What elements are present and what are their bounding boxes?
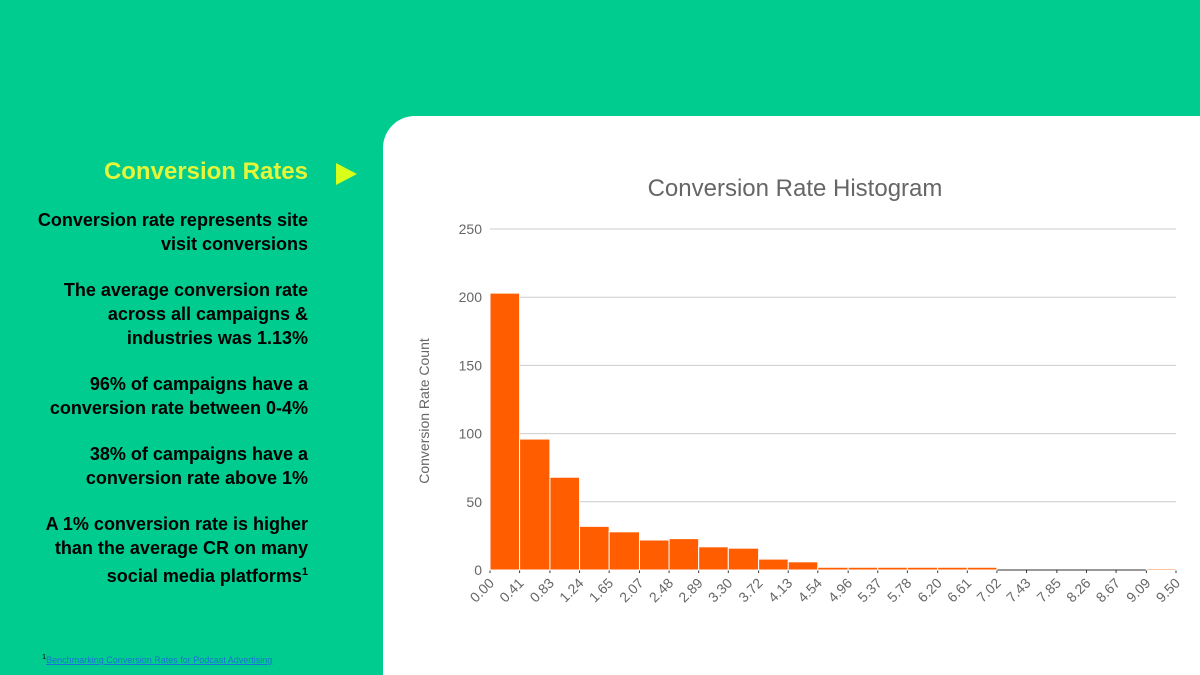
chart-title: Conversion Rate Histogram (648, 175, 943, 202)
paragraph: A 1% conversion rate is higher than the … (30, 512, 308, 588)
footnote-ref: 1 (301, 566, 308, 578)
y-tick-label: 150 (459, 357, 483, 373)
bar (937, 566, 968, 571)
bar (579, 525, 610, 571)
x-tick-label: 8.67 (1093, 575, 1124, 606)
bar (817, 566, 849, 571)
y-tick-label: 200 (459, 289, 483, 305)
x-tick-label: 3.30 (705, 575, 736, 606)
bar (519, 438, 551, 571)
x-tick-label: 0.83 (526, 575, 557, 606)
bar (906, 566, 939, 571)
x-tick-label: 6.61 (944, 575, 975, 606)
paragraph: Conversion rate represents site visit co… (37, 210, 308, 254)
x-tick-label: 9.09 (1123, 575, 1154, 606)
x-tick-label: 0.41 (496, 575, 527, 606)
bar (698, 546, 729, 571)
arrow-icon (336, 163, 357, 185)
y-tick-label: 50 (466, 494, 482, 510)
x-tick-label: 4.54 (794, 575, 825, 606)
paragraph: The average conversion rate across all c… (63, 280, 308, 348)
bar (489, 292, 521, 571)
bar (966, 566, 998, 571)
bar (787, 561, 819, 571)
bar (1145, 568, 1177, 571)
x-tick-label: 2.48 (646, 575, 677, 606)
x-tick-label: 2.89 (675, 575, 706, 606)
bar (668, 538, 700, 571)
x-tick-label: 3.72 (735, 575, 766, 606)
x-tick-label: 9.50 (1153, 575, 1184, 606)
bar (608, 531, 640, 571)
x-tick-label: 8.26 (1063, 575, 1094, 606)
x-tick-label: 0.00 (467, 575, 498, 606)
y-axis-title: Conversion Rate Count (416, 338, 432, 484)
bar (638, 539, 670, 571)
bar (877, 566, 908, 571)
x-tick-label: 6.20 (914, 575, 945, 606)
footnote-link[interactable]: Benchmarking Conversion Rates for Podcas… (46, 655, 273, 665)
x-tick-label: 4.96 (825, 575, 856, 606)
bar (549, 476, 581, 571)
bar (758, 558, 789, 571)
footnote-marker: 1 (42, 652, 47, 661)
paragraph: 96% of campaigns have a conversion rate … (49, 374, 308, 418)
bar (727, 547, 760, 571)
x-tick-label: 4.13 (765, 575, 796, 606)
y-tick-label: 100 (459, 426, 483, 442)
y-tick-label: 250 (459, 221, 483, 237)
x-tick-label: 1.65 (586, 575, 617, 606)
x-tick-label: 7.85 (1033, 575, 1064, 606)
x-tick-label: 2.07 (616, 575, 647, 606)
x-tick-label: 7.02 (973, 575, 1004, 606)
x-tick-label: 5.37 (854, 575, 885, 606)
footnote: 1Benchmarking Conversion Rates for Podca… (42, 652, 272, 665)
paragraph: 38% of campaigns have a conversion rate … (85, 444, 308, 488)
x-tick-label: 7.43 (1003, 575, 1034, 606)
bar (847, 566, 879, 571)
y-tick-label: 0 (474, 562, 482, 578)
x-tick-label: 1.24 (556, 575, 587, 606)
sidebar: Conversion Rates Conversion rate represe… (30, 158, 308, 610)
sidebar-title: Conversion Rates (103, 158, 308, 185)
paragraph-text: A 1% conversion rate is higher than the … (45, 514, 308, 586)
x-tick-label: 5.78 (884, 575, 915, 606)
